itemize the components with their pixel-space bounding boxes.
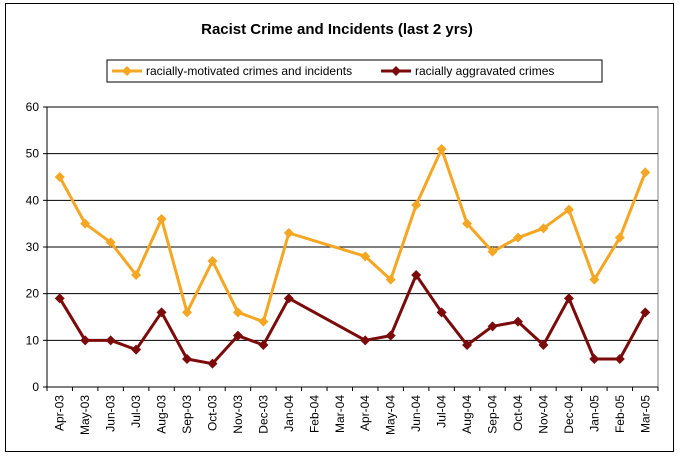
x-tick-label: Oct-03 bbox=[205, 395, 219, 431]
x-tick-label: Jul-04 bbox=[435, 395, 449, 428]
data-point-series-1 bbox=[131, 270, 142, 280]
series-line-1 bbox=[58, 147, 647, 324]
data-point-series-2 bbox=[385, 330, 396, 341]
legend: racially-motivated crimes and incidents r… bbox=[106, 59, 603, 83]
data-point-series-2 bbox=[589, 354, 600, 364]
series-lines bbox=[58, 147, 647, 366]
x-axis: Apr-03 May-03 Jun-03 Jul-03 Aug-03 Sep-03 Oct-… bbox=[46, 386, 659, 435]
x-tick-label: Jul-03 bbox=[129, 395, 143, 428]
y-axis: 0 10 20 30 40 50 60 bbox=[26, 100, 48, 394]
legend-box bbox=[106, 59, 603, 83]
x-tick-label: May-03 bbox=[78, 395, 92, 435]
legend-marker-2 bbox=[391, 66, 401, 76]
data-point-series-2 bbox=[512, 316, 523, 327]
data-point-series-1 bbox=[538, 223, 549, 234]
legend-label-2: racially aggravated crimes bbox=[415, 64, 554, 78]
y-tick-label: 60 bbox=[26, 100, 40, 114]
data-point-series-1 bbox=[563, 204, 574, 215]
data-point-series-1 bbox=[436, 144, 447, 154]
x-tick-label: Jan-04 bbox=[282, 395, 296, 432]
data-point-series-1 bbox=[487, 246, 498, 257]
data-point-series-1 bbox=[512, 232, 523, 243]
y-tick-label: 40 bbox=[26, 193, 40, 207]
x-tick-label: Dec-03 bbox=[256, 395, 270, 434]
data-point-series-2 bbox=[640, 307, 651, 318]
data-point-series-2 bbox=[411, 270, 422, 280]
data-point-series-2 bbox=[232, 330, 243, 341]
chart-frame: Racist Crime and Incidents (last 2 yrs) … bbox=[5, 3, 674, 452]
x-tick-label: Nov-03 bbox=[231, 395, 245, 434]
data-point-series-1 bbox=[411, 200, 422, 210]
data-point-series-2 bbox=[258, 340, 269, 350]
data-point-series-2 bbox=[436, 307, 447, 318]
x-tick-label: Mar-05 bbox=[638, 395, 652, 433]
series-line-2 bbox=[58, 273, 647, 366]
data-point-series-1 bbox=[232, 307, 243, 318]
y-tick-label: 30 bbox=[26, 240, 40, 254]
y-tick-label: 50 bbox=[26, 147, 40, 161]
x-tick-label: Feb-05 bbox=[613, 395, 627, 433]
data-point-series-2 bbox=[54, 293, 65, 304]
data-point-series-1 bbox=[462, 218, 473, 229]
x-tick-label: Aug-04 bbox=[460, 395, 474, 434]
data-point-series-2 bbox=[462, 340, 473, 350]
data-point-series-1 bbox=[105, 237, 116, 248]
data-point-series-2 bbox=[283, 293, 294, 304]
data-point-series-1 bbox=[54, 172, 65, 182]
x-tick-label: Nov-04 bbox=[536, 395, 550, 434]
data-point-series-1 bbox=[589, 274, 600, 285]
legend-marker-1 bbox=[122, 66, 132, 76]
y-tick-label: 10 bbox=[26, 333, 40, 347]
data-point-series-1 bbox=[640, 167, 651, 178]
data-point-series-2 bbox=[563, 293, 574, 304]
x-tick-label: Apr-04 bbox=[358, 395, 372, 431]
data-point-series-2 bbox=[207, 358, 218, 369]
line-chart: Racist Crime and Incidents (last 2 yrs) … bbox=[26, 21, 659, 435]
data-point-series-1 bbox=[258, 316, 269, 327]
x-tick-label: Jun-04 bbox=[409, 395, 423, 432]
series-markers bbox=[54, 144, 651, 369]
x-tick-label: Apr-03 bbox=[53, 395, 67, 431]
data-point-series-1 bbox=[156, 214, 167, 224]
data-point-series-2 bbox=[131, 344, 142, 355]
data-point-series-2 bbox=[182, 354, 193, 364]
x-tick-label: Jan-05 bbox=[587, 395, 601, 432]
data-point-series-1 bbox=[614, 232, 625, 243]
data-point-series-2 bbox=[360, 335, 371, 346]
data-point-series-2 bbox=[105, 335, 116, 346]
data-point-series-1 bbox=[182, 307, 193, 318]
data-point-series-1 bbox=[360, 251, 371, 262]
x-tick-label: Aug-03 bbox=[155, 395, 169, 434]
x-tick-label: Dec-04 bbox=[562, 395, 576, 434]
data-point-series-2 bbox=[80, 335, 91, 346]
legend-label-1: racially-motivated crimes and incidents bbox=[146, 64, 352, 78]
data-point-series-2 bbox=[538, 340, 549, 350]
data-point-series-2 bbox=[156, 307, 167, 318]
data-point-series-1 bbox=[385, 274, 396, 285]
x-tick-label: Jun-03 bbox=[104, 395, 118, 432]
chart-title: Racist Crime and Incidents (last 2 yrs) bbox=[201, 21, 473, 38]
data-point-series-1 bbox=[80, 218, 91, 229]
y-tick-label: 20 bbox=[26, 287, 40, 301]
data-point-series-2 bbox=[487, 321, 498, 332]
data-point-series-2 bbox=[614, 354, 625, 364]
x-tick-label: Sep-04 bbox=[486, 395, 500, 434]
x-tick-label: Feb-04 bbox=[307, 395, 321, 433]
x-tick-label: May-04 bbox=[384, 395, 398, 435]
x-tick-label: Mar-04 bbox=[333, 395, 347, 433]
y-tick-label: 0 bbox=[32, 380, 39, 394]
x-tick-label: Oct-04 bbox=[511, 395, 525, 431]
data-point-series-1 bbox=[283, 228, 294, 238]
x-tick-label: Sep-03 bbox=[180, 395, 194, 434]
data-point-series-1 bbox=[207, 256, 218, 266]
